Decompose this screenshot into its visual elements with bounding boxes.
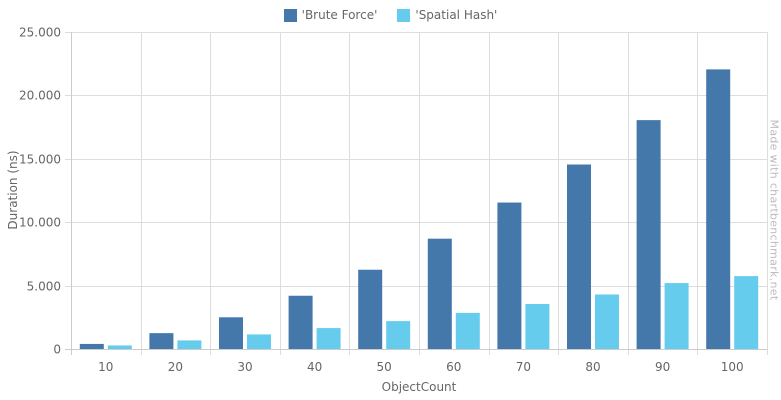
axes <box>65 32 767 355</box>
legend-label-spatial-hash: 'Spatial Hash' <box>415 8 498 22</box>
bar-brute-force-40 <box>288 295 313 349</box>
x-tick-label: 10 <box>98 360 113 374</box>
bar-brute-force-10 <box>79 343 104 349</box>
bar-spatial-hash-100 <box>734 276 759 349</box>
bar-brute-force-20 <box>149 333 174 349</box>
x-tick-label: 40 <box>307 360 322 374</box>
bar-spatial-hash-60 <box>455 312 480 349</box>
bar-spatial-hash-80 <box>595 294 619 349</box>
bar-spatial-hash-40 <box>316 328 341 349</box>
legend: 'Brute Force' 'Spatial Hash' <box>0 6 781 24</box>
x-tick-label: 90 <box>655 360 670 374</box>
x-tick-label: 70 <box>516 360 531 374</box>
legend-swatch-brute-force <box>283 8 297 22</box>
y-tick-label: 20.000 <box>19 89 61 103</box>
legend-item-brute-force[interactable]: 'Brute Force' <box>283 8 378 22</box>
bar-brute-force-70 <box>497 202 522 349</box>
x-tick-label: 20 <box>168 360 183 374</box>
bar-brute-force-60 <box>427 238 452 349</box>
x-axis-title: ObjectCount <box>381 380 457 394</box>
legend-item-spatial-hash[interactable]: 'Spatial Hash' <box>397 8 497 22</box>
grid-lines <box>65 32 768 355</box>
watermark: Made with chartbenchmark.net <box>767 119 781 301</box>
bar-brute-force-100 <box>706 69 731 349</box>
legend-swatch-spatial-hash <box>397 8 411 22</box>
bar-brute-force-80 <box>567 164 591 349</box>
y-tick-label: 15.000 <box>19 153 61 167</box>
bar-spatial-hash-20 <box>177 340 202 349</box>
x-tick-label: 80 <box>585 360 600 374</box>
bar-spatial-hash-70 <box>525 303 550 349</box>
y-tick-label: 5.000 <box>27 280 61 294</box>
bar-brute-force-50 <box>358 269 383 349</box>
legend-label-brute-force: 'Brute Force' <box>301 8 378 22</box>
bar-spatial-hash-10 <box>107 345 132 349</box>
bar-spatial-hash-50 <box>386 321 411 349</box>
x-tick-label: 100 <box>721 360 744 374</box>
tick-labels: 0 5.000 10.000 15.000 20.000 25.000 10 20 30 40 50… <box>19 26 744 375</box>
y-tick-label: 0 <box>53 343 61 357</box>
bar-spatial-hash-30 <box>247 334 271 349</box>
y-tick-label: 25.000 <box>19 26 61 40</box>
x-tick-label: 30 <box>237 360 252 374</box>
bar-brute-force-90 <box>636 120 661 349</box>
y-tick-label: 10.000 <box>19 216 61 230</box>
bars <box>79 69 759 349</box>
x-tick-label: 60 <box>446 360 461 374</box>
x-tick-label: 50 <box>377 360 392 374</box>
bar-brute-force-30 <box>219 317 243 349</box>
y-axis-title: Duration (ns) <box>6 150 20 230</box>
bar-spatial-hash-90 <box>664 283 689 349</box>
